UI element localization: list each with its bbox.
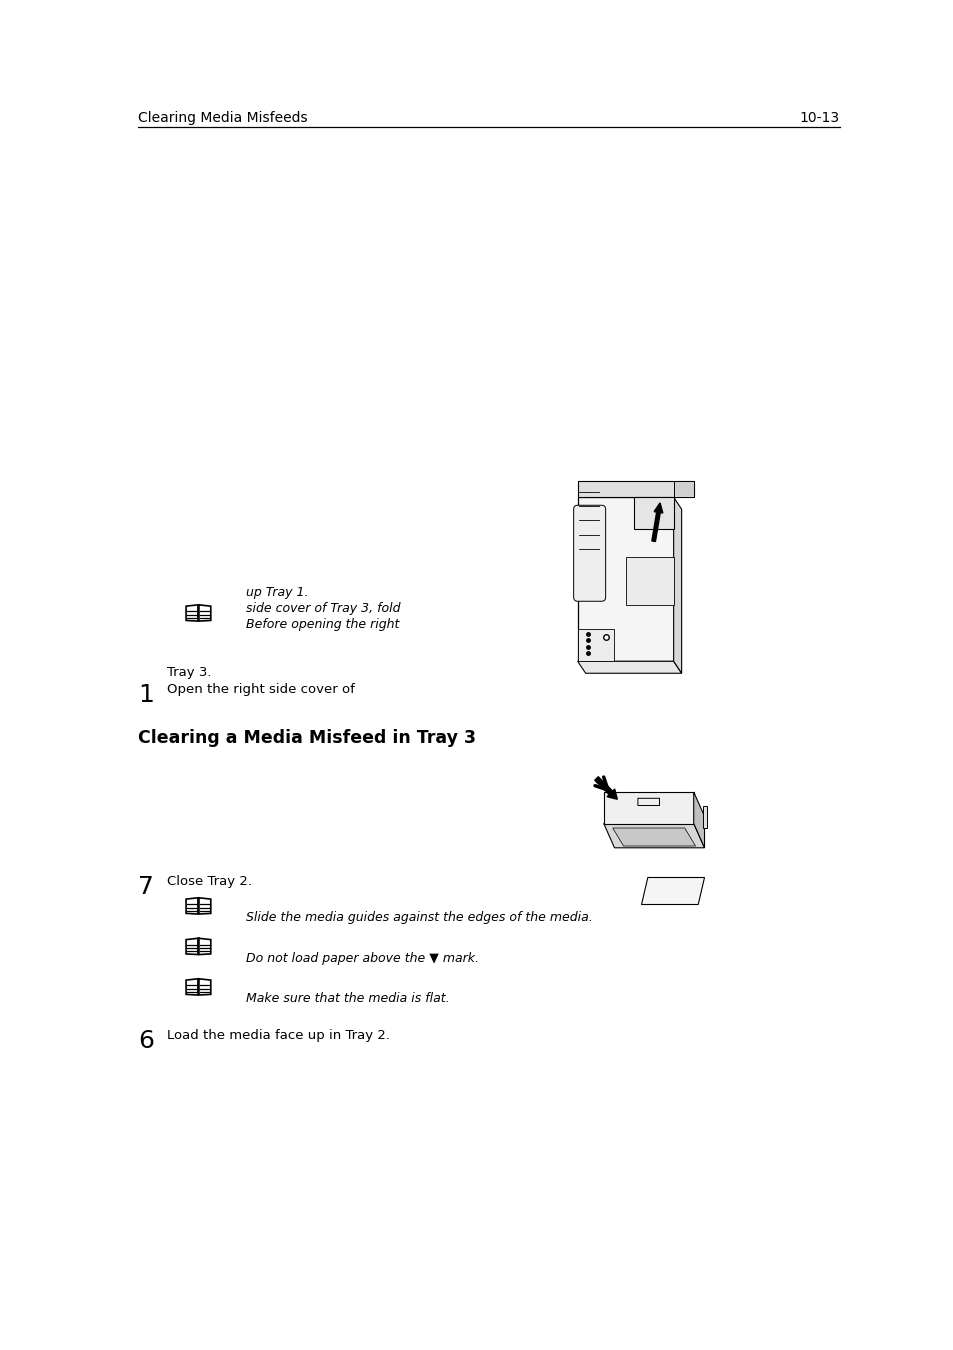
Polygon shape [577,629,613,662]
Polygon shape [603,824,703,848]
Polygon shape [702,806,706,828]
Polygon shape [612,828,695,846]
Polygon shape [603,792,693,824]
Text: Close Tray 2.: Close Tray 2. [167,875,252,888]
Polygon shape [577,481,693,497]
Text: Tray 3.: Tray 3. [167,666,212,679]
Text: Do not load paper above the ▼ mark.: Do not load paper above the ▼ mark. [246,952,478,965]
Polygon shape [633,497,673,529]
FancyArrow shape [594,776,617,799]
Polygon shape [673,497,681,674]
Polygon shape [693,792,703,848]
Polygon shape [577,662,681,674]
Text: Clearing Media Misfeeds: Clearing Media Misfeeds [138,111,308,124]
FancyArrow shape [651,502,662,541]
Text: Clearing a Media Misfeed in Tray 3: Clearing a Media Misfeed in Tray 3 [138,729,476,747]
Polygon shape [577,497,673,662]
Polygon shape [640,878,703,904]
Text: Make sure that the media is flat.: Make sure that the media is flat. [246,992,449,1006]
Text: 1: 1 [138,683,154,707]
Text: Open the right side cover of: Open the right side cover of [167,683,355,697]
Text: Before opening the right: Before opening the right [246,618,399,632]
Text: up Tray 1.: up Tray 1. [246,586,309,599]
Polygon shape [625,558,673,605]
Polygon shape [673,481,693,497]
Text: side cover of Tray 3, fold: side cover of Tray 3, fold [246,602,400,616]
Text: 10-13: 10-13 [799,111,839,124]
Text: Slide the media guides against the edges of the media.: Slide the media guides against the edges… [246,911,592,925]
Text: 7: 7 [138,875,154,899]
Text: Load the media face up in Tray 2.: Load the media face up in Tray 2. [167,1029,390,1042]
FancyBboxPatch shape [573,505,605,601]
Text: 6: 6 [138,1029,154,1053]
